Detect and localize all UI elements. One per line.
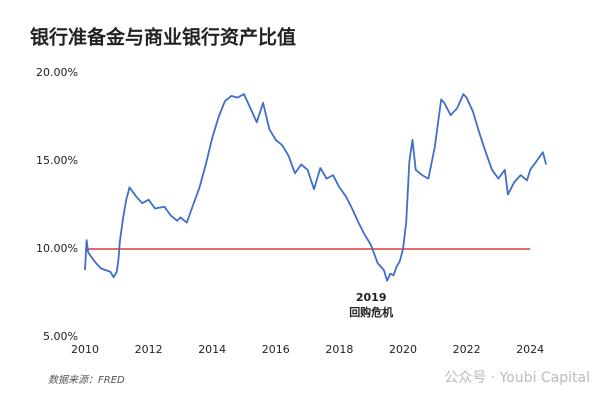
source: 数据来源：FRED <box>48 374 125 386</box>
x-tick-label: 2024 <box>516 343 544 356</box>
x-tick-label: 2014 <box>198 343 226 356</box>
chart-title: 银行准备金与商业银行资产比值 <box>30 26 296 49</box>
annotation: 2019 <box>356 291 387 304</box>
watermark: 公众号 · Youbi Capital <box>444 370 590 386</box>
annotation: 回购危机 <box>349 305 393 319</box>
x-tick-label: 2010 <box>71 343 99 356</box>
x-tick-label: 2012 <box>135 343 163 356</box>
data-line <box>84 93 547 282</box>
x-tick-label: 2016 <box>262 343 290 356</box>
x-tick-label: 2020 <box>389 343 417 356</box>
x-tick-label: 2018 <box>325 343 353 356</box>
y-tick-label: 10.00% <box>36 242 78 255</box>
y-tick-label: 15.00% <box>36 154 78 167</box>
y-tick-label: 20.00% <box>36 66 78 79</box>
y-tick-label: 5.00% <box>43 330 78 343</box>
x-tick-label: 2022 <box>453 343 481 356</box>
